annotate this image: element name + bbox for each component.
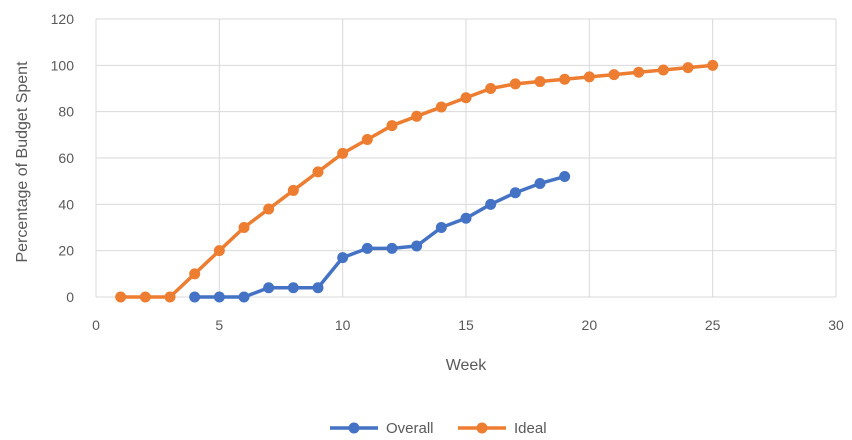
y-tick-label: 120 [51,11,75,27]
x-tick-label: 20 [582,317,598,333]
series-ideal [115,59,719,303]
data-point [238,222,250,233]
data-point [583,71,595,83]
data-point [435,101,447,113]
y-tick-label: 0 [66,289,74,305]
y-tick-label: 60 [58,150,74,166]
data-point [263,203,275,215]
y-axis-title: Percentage of Budget Spent [14,61,31,263]
data-point [559,73,571,85]
data-point [534,177,546,189]
data-point [485,83,497,94]
data-point [411,240,423,252]
legend: Overall Ideal [330,420,547,437]
legend-label: Overall [386,420,434,437]
data-point [361,133,373,145]
x-axis-title: Week [446,357,488,374]
data-point [559,171,571,183]
data-point [509,187,521,199]
data-point [287,184,299,196]
legend-item-ideal: Ideal [458,420,547,437]
x-tick-label: 5 [215,317,223,333]
data-point [189,291,201,303]
x-tick-label: 30 [828,317,844,333]
data-point [238,291,250,303]
data-point [633,66,645,78]
legend-swatch-marker [476,422,488,434]
data-point [312,166,324,178]
y-tick-labels: 0 20 40 60 80 100 120 [51,11,75,305]
y-tick-label: 80 [58,104,74,120]
data-point [312,282,324,294]
x-tick-label: 25 [705,317,721,333]
data-point [608,69,620,81]
y-tick-label: 20 [58,243,74,259]
data-point [189,268,201,280]
series-line [118,63,715,299]
data-point [115,291,127,303]
data-point [386,242,398,254]
x-tick-label: 10 [335,317,351,333]
data-point [509,78,521,90]
data-point [337,252,349,264]
data-point [657,64,669,76]
data-point [460,92,472,104]
data-point [361,242,373,254]
data-point [287,282,299,294]
x-tick-label: 0 [92,317,100,333]
data-point [164,291,176,303]
data-point [435,222,447,233]
data-point [707,59,719,71]
data-point [682,62,694,74]
data-point [386,120,398,132]
data-point [263,282,275,294]
y-tick-label: 40 [58,196,74,212]
legend-swatch-marker [348,422,360,434]
data-point [139,291,151,303]
data-point [337,147,349,159]
series-layer [115,59,719,303]
gridlines [95,18,837,298]
series-line [192,174,567,299]
x-tick-label: 15 [458,317,474,333]
data-point [534,76,546,88]
x-tick-labels: 0 5 10 15 20 25 30 [92,317,844,333]
data-point [213,291,225,303]
data-point [460,212,472,224]
series-overall [189,171,571,303]
legend-item-overall: Overall [330,420,434,437]
legend-label: Ideal [514,420,547,437]
data-point [485,198,497,210]
data-point [213,245,225,257]
y-tick-label: 100 [51,57,75,73]
data-point [411,110,423,122]
